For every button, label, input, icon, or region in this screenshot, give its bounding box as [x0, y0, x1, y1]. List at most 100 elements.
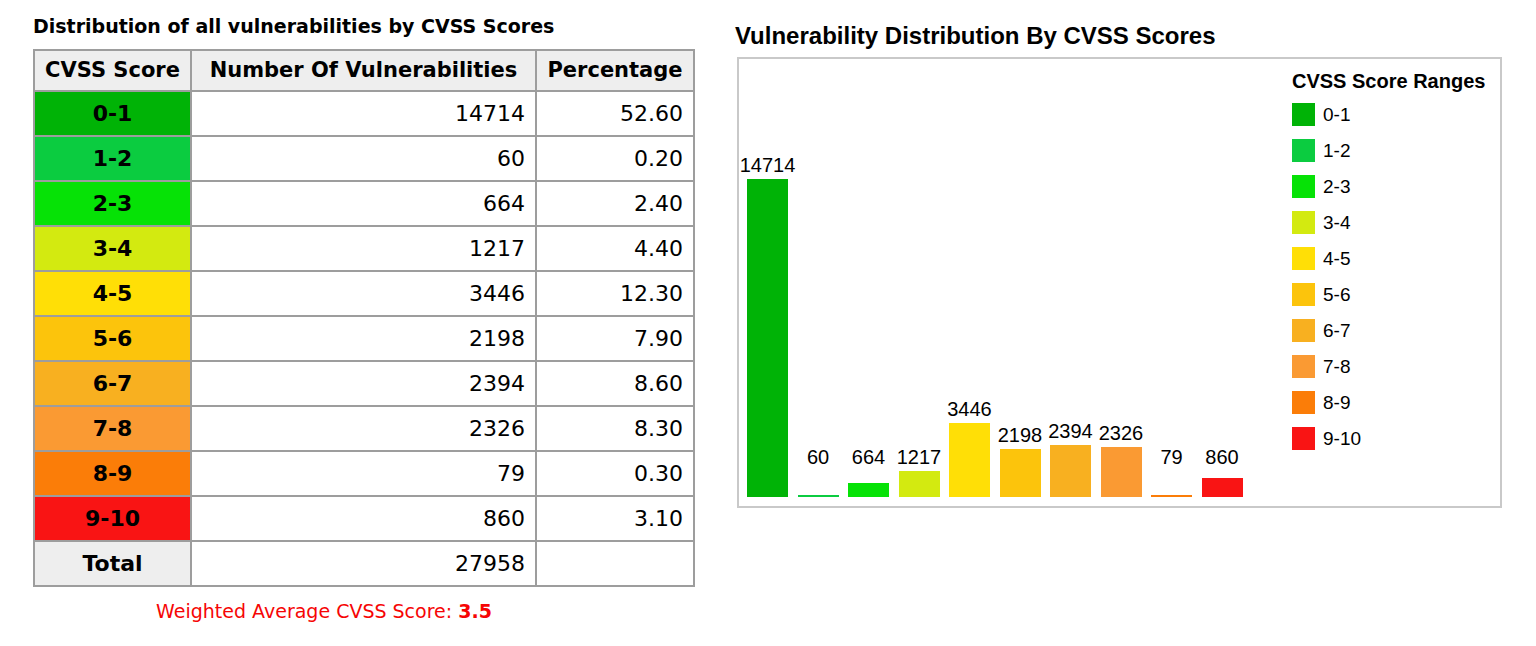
legend-item-5-6: 5-6 [1292, 283, 1485, 306]
cvss-range-cell: 9-10 [34, 496, 191, 541]
total-count-cell: 27958 [191, 541, 536, 586]
vulnerability-count-cell: 60 [191, 136, 536, 181]
vulnerability-count-cell: 2198 [191, 316, 536, 361]
cvss-distribution-table-section: Distribution of all vulnerabilities by C… [33, 13, 693, 641]
table-row: 5-621987.90 [34, 316, 694, 361]
cvss-range-cell: 0-1 [34, 91, 191, 136]
legend-label: 2-3 [1323, 177, 1350, 196]
vulnerability-count-cell: 860 [191, 496, 536, 541]
weighted-average-label: Weighted Average CVSS Score: [156, 600, 452, 622]
bar-5-6 [1000, 449, 1041, 497]
table-row: 4-5344612.30 [34, 271, 694, 316]
percentage-cell: 0.30 [536, 451, 694, 496]
legend-swatch [1292, 175, 1315, 198]
cvss-range-cell: 6-7 [34, 361, 191, 406]
legend-swatch [1292, 103, 1315, 126]
percentage-cell: 0.20 [536, 136, 694, 181]
table-row: 0-11471452.60 [34, 91, 694, 136]
legend-title: CVSS Score Ranges [1292, 70, 1485, 93]
percentage-cell: 52.60 [536, 91, 694, 136]
bar-value-label: 14714 [740, 155, 796, 175]
table-row: 1-2600.20 [34, 136, 694, 181]
table-row: 2-36642.40 [34, 181, 694, 226]
legend-label: 3-4 [1323, 213, 1350, 232]
chart-title: Vulnerability Distribution By CVSS Score… [735, 22, 1216, 50]
weighted-average-note: Weighted Average CVSS Score: 3.5 [33, 600, 615, 622]
percentage-cell: 12.30 [536, 271, 694, 316]
legend-label: 9-10 [1323, 429, 1361, 448]
percentage-cell: 8.30 [536, 406, 694, 451]
column-header-cvss-score: CVSS Score [34, 50, 191, 91]
percentage-cell: 3.10 [536, 496, 694, 541]
bar-value-label: 2326 [1099, 423, 1144, 443]
legend-item-8-9: 8-9 [1292, 391, 1485, 414]
cvss-range-cell: 7-8 [34, 406, 191, 451]
cvss-range-cell: 2-3 [34, 181, 191, 226]
bar-6-7 [1050, 445, 1091, 497]
bar-9-10 [1202, 478, 1243, 497]
vulnerability-count-cell: 2394 [191, 361, 536, 406]
total-percentage-cell [536, 541, 694, 586]
chart-legend: CVSS Score Ranges 0-1 1-2 2-3 3-4 4-5 5-6 6-7 7… [1292, 70, 1485, 463]
legend-swatch [1292, 319, 1315, 342]
legend-swatch [1292, 355, 1315, 378]
legend-label: 5-6 [1323, 285, 1350, 304]
vulnerability-count-cell: 79 [191, 451, 536, 496]
legend-swatch [1292, 283, 1315, 306]
bar-value-label: 860 [1205, 447, 1238, 467]
legend-item-3-4: 3-4 [1292, 211, 1485, 234]
percentage-cell: 7.90 [536, 316, 694, 361]
legend-item-9-10: 9-10 [1292, 427, 1485, 450]
vulnerability-count-cell: 664 [191, 181, 536, 226]
bar-value-label: 3446 [947, 399, 992, 419]
table-total-row: Total27958 [34, 541, 694, 586]
cvss-range-cell: 8-9 [34, 451, 191, 496]
bar-1-2 [798, 495, 839, 497]
legend-item-0-1: 0-1 [1292, 103, 1485, 126]
vulnerability-count-cell: 3446 [191, 271, 536, 316]
bar-value-label: 2394 [1048, 421, 1093, 441]
column-header-percentage: Percentage [536, 50, 694, 91]
legend-label: 7-8 [1323, 357, 1350, 376]
legend-label: 6-7 [1323, 321, 1350, 340]
legend-item-6-7: 6-7 [1292, 319, 1485, 342]
legend-swatch [1292, 391, 1315, 414]
legend-label: 4-5 [1323, 249, 1350, 268]
table-header-row: CVSS Score Number Of Vulnerabilities Per… [34, 50, 694, 91]
vulnerability-count-cell: 2326 [191, 406, 536, 451]
bar-2-3 [848, 483, 889, 497]
percentage-cell: 8.60 [536, 361, 694, 406]
bar-7-8 [1101, 447, 1142, 497]
chart-panel: 14714606641217344621982394232679860 CVSS… [737, 57, 1502, 508]
cvss-range-cell: 4-5 [34, 271, 191, 316]
legend-label: 8-9 [1323, 393, 1350, 412]
bar-value-label: 664 [852, 447, 885, 467]
table-row: 9-108603.10 [34, 496, 694, 541]
vulnerability-count-cell: 1217 [191, 226, 536, 271]
legend-item-2-3: 2-3 [1292, 175, 1485, 198]
table-row: 6-723948.60 [34, 361, 694, 406]
cvss-range-cell: 5-6 [34, 316, 191, 361]
legend-label: 1-2 [1323, 141, 1350, 160]
table-row: 7-823268.30 [34, 406, 694, 451]
column-header-number-of-vulnerabilities: Number Of Vulnerabilities [191, 50, 536, 91]
cvss-range-cell: 3-4 [34, 226, 191, 271]
cvss-score-table: CVSS Score Number Of Vulnerabilities Per… [33, 49, 695, 587]
bar-3-4 [899, 471, 940, 497]
table-row: 8-9790.30 [34, 451, 694, 496]
bar-8-9 [1151, 495, 1192, 497]
legend-swatch [1292, 427, 1315, 450]
table-row: 3-412174.40 [34, 226, 694, 271]
table-title: Distribution of all vulnerabilities by C… [33, 13, 693, 40]
percentage-cell: 4.40 [536, 226, 694, 271]
bar-value-label: 79 [1160, 447, 1182, 467]
legend-swatch [1292, 139, 1315, 162]
weighted-average-value: 3.5 [458, 600, 492, 622]
bar-4-5 [949, 423, 990, 497]
bar-0-1 [747, 179, 788, 497]
legend-item-1-2: 1-2 [1292, 139, 1485, 162]
cvss-range-cell: 1-2 [34, 136, 191, 181]
bar-value-label: 60 [807, 447, 829, 467]
vulnerability-count-cell: 14714 [191, 91, 536, 136]
bar-value-label: 2198 [998, 425, 1043, 445]
